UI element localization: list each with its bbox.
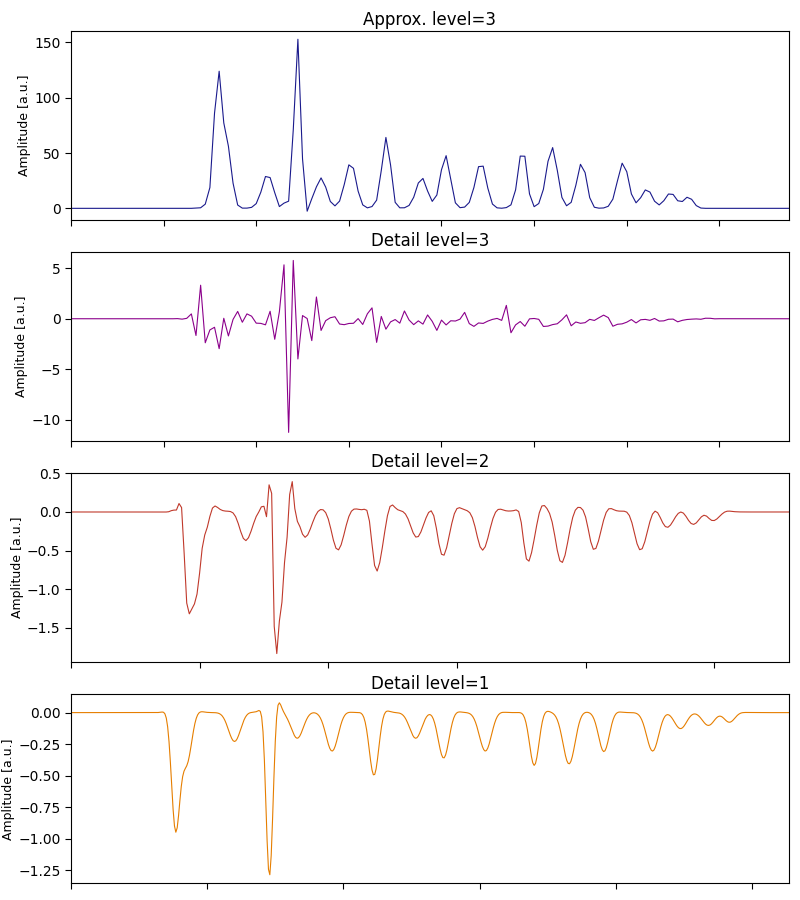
Title: Detail level=3: Detail level=3 [370, 232, 489, 250]
Title: Approx. level=3: Approx. level=3 [363, 11, 497, 29]
Y-axis label: Amplitude [a.u.]: Amplitude [a.u.] [18, 75, 31, 176]
Title: Detail level=1: Detail level=1 [370, 675, 489, 693]
Y-axis label: Amplitude [a.u.]: Amplitude [a.u.] [2, 738, 15, 840]
Y-axis label: Amplitude [a.u.]: Amplitude [a.u.] [11, 517, 24, 618]
Y-axis label: Amplitude [a.u.]: Amplitude [a.u.] [15, 296, 29, 397]
Title: Detail level=2: Detail level=2 [370, 454, 489, 472]
